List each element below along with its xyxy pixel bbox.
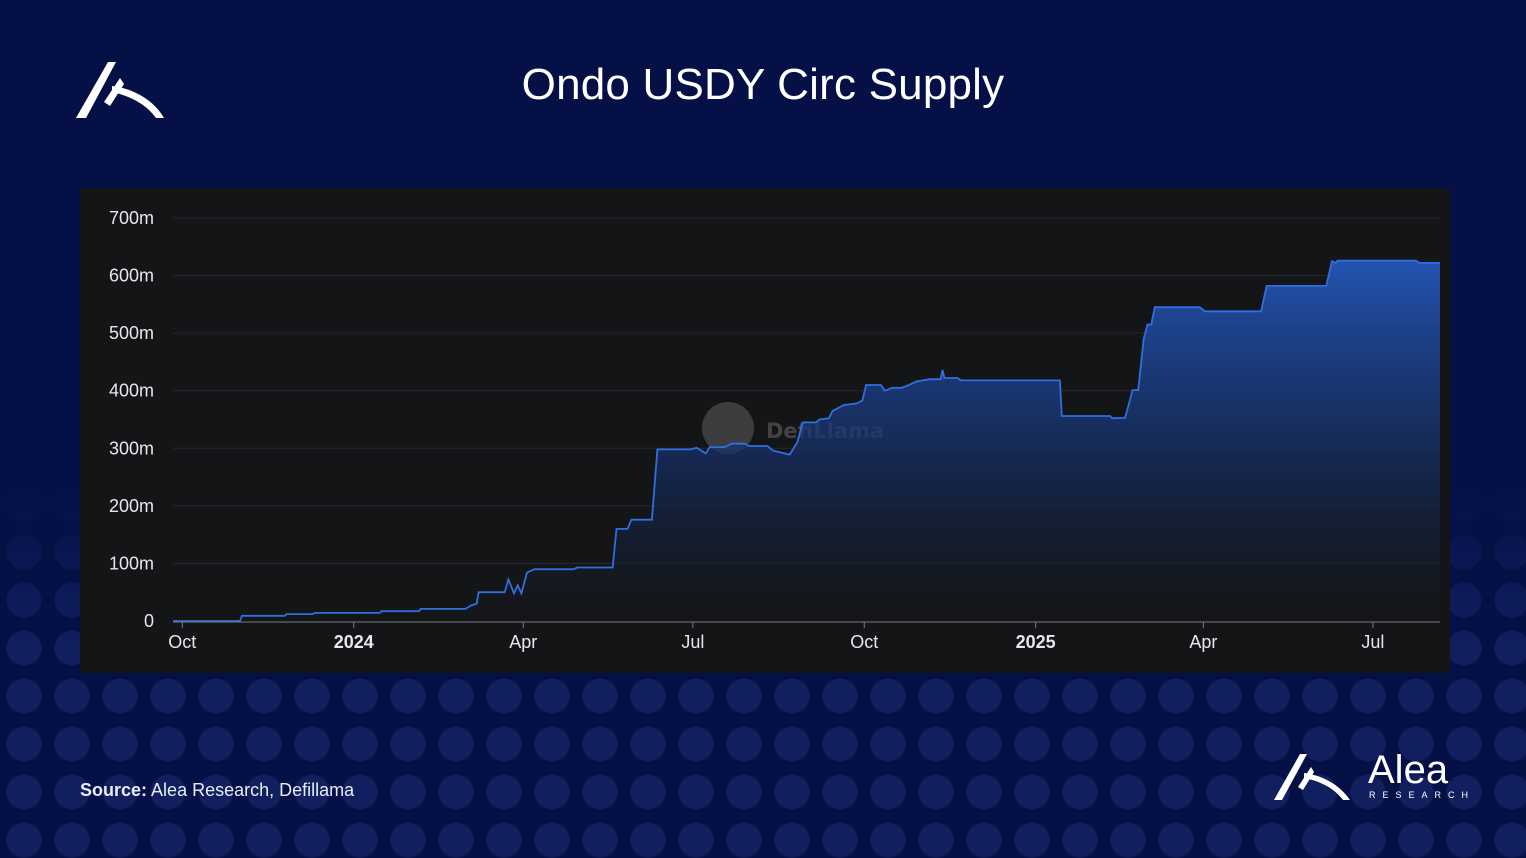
x-tick-label: Apr <box>1189 632 1217 652</box>
x-axis: Oct 2024 Apr Jul Oct 2025 Apr Jul <box>168 622 1384 652</box>
source-text: Alea Research, Defillama <box>151 780 355 800</box>
y-tick-label: 300m <box>109 438 154 458</box>
x-tick-label: 2024 <box>334 632 374 652</box>
x-tick-label: Jul <box>1361 632 1384 652</box>
y-tick-label: 700m <box>109 208 154 228</box>
y-axis: 0 100m 200m 300m 400m 500m 600m 700m <box>109 208 154 631</box>
y-tick-label: 100m <box>109 553 154 573</box>
defillama-logo-icon <box>702 402 754 454</box>
brand-subtitle: RESEARCH <box>1369 790 1476 800</box>
brand-name: Alea <box>1368 748 1449 792</box>
alea-research-brand: Alea RESEARCH <box>1272 748 1472 804</box>
supply-series-line <box>173 259 1440 622</box>
alea-logo-icon <box>76 62 164 118</box>
alea-brand-logo-icon <box>1274 754 1350 800</box>
y-tick-label: 600m <box>109 266 154 286</box>
source-label: Source: <box>80 780 148 800</box>
x-tick-label: Jul <box>681 632 704 652</box>
x-tick-label: 2025 <box>1016 632 1056 652</box>
supply-area-fill <box>173 260 1440 621</box>
x-tick-label: Oct <box>168 632 196 652</box>
y-tick-label: 400m <box>109 381 154 401</box>
supply-area-chart: DefiLlama 0100m200m300m400m500m600m700m … <box>109 208 1440 652</box>
x-tick-label: Apr <box>509 632 537 652</box>
source-note: Source: Alea Research, Defillama <box>80 780 354 801</box>
chart-panel: DefiLlama 0100m200m300m400m500m600m700m … <box>80 188 1450 673</box>
y-tick-label: 200m <box>109 496 154 516</box>
page-title: Ondo USDY Circ Supply <box>521 60 1005 109</box>
y-tick-label: 0 <box>144 611 154 631</box>
y-tick-label: 500m <box>109 323 154 343</box>
x-tick-label: Oct <box>850 632 878 652</box>
